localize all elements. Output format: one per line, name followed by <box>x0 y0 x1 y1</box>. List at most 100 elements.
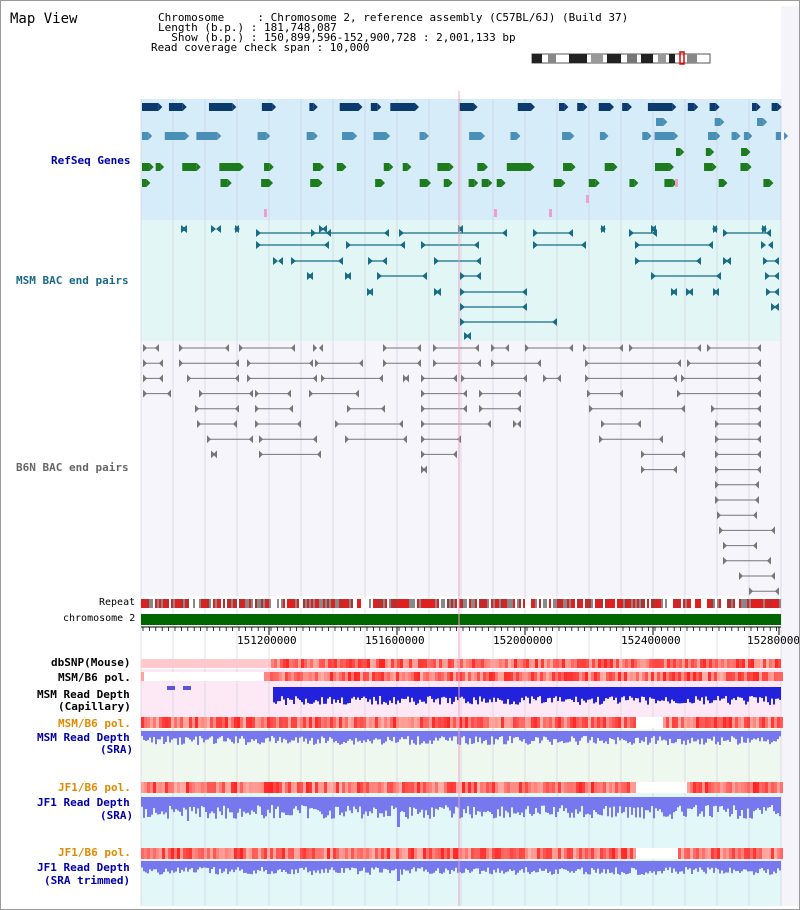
bac-end <box>771 572 775 580</box>
bac-end <box>585 359 589 368</box>
gene-feature <box>496 179 502 187</box>
chromosome-ideogram[interactable] <box>531 51 711 65</box>
gene-strand-arrow <box>269 179 274 187</box>
refseq-genes-track[interactable] <box>142 103 789 217</box>
bac-end <box>255 404 259 413</box>
bac-end <box>771 303 776 311</box>
bac-end <box>421 420 425 428</box>
gene-strand-arrow <box>680 148 685 156</box>
bac-end <box>681 450 685 459</box>
polymorphism-tracks[interactable] <box>141 659 783 859</box>
gene-strand-arrow <box>358 103 363 111</box>
repeat-track[interactable] <box>141 599 781 608</box>
read-depth-tracks[interactable] <box>141 686 781 881</box>
bac-end <box>335 420 339 428</box>
gene-feature <box>586 195 589 203</box>
bac-end <box>417 359 421 368</box>
msm-bac-track[interactable] <box>181 225 779 340</box>
bac-end <box>487 420 491 428</box>
gene-feature <box>743 132 749 140</box>
gene-strand-arrow <box>595 179 600 187</box>
bac-end <box>707 344 711 352</box>
bac-end <box>463 389 467 398</box>
bac-end <box>309 359 313 368</box>
bac-end <box>405 374 409 383</box>
bac-end <box>319 344 323 352</box>
grid-lines <box>140 99 782 906</box>
gene-strand-arrow <box>414 103 419 111</box>
bac-end <box>712 225 717 233</box>
bac-end <box>757 450 761 459</box>
bac-end <box>635 241 640 249</box>
window-title: Map View <box>10 11 78 27</box>
bac-end <box>379 374 383 383</box>
gene-feature <box>383 163 390 171</box>
bac-end <box>239 344 243 352</box>
bac-end <box>159 359 163 368</box>
bac-end <box>234 225 239 233</box>
gene-strand-arrow <box>488 179 493 187</box>
bac-end <box>761 225 766 233</box>
bac-end <box>247 359 251 368</box>
chromosome-bar[interactable] <box>141 614 781 625</box>
bac-end <box>505 344 509 352</box>
gene-strand-arrow <box>377 103 382 111</box>
bac-end <box>458 225 463 233</box>
bac-end <box>715 465 719 474</box>
gene-strand-arrow <box>501 179 506 187</box>
bac-end <box>479 389 483 398</box>
bac-end <box>714 288 719 296</box>
label-msm-sra: (SRA) <box>100 743 134 756</box>
bac-end <box>587 389 591 398</box>
label-jf1-depth-trimmed: JF1 Read Depth <box>37 861 130 874</box>
bac-end <box>641 450 645 459</box>
position-axis <box>141 626 781 635</box>
gene-feature <box>599 132 605 140</box>
bac-end <box>309 389 313 398</box>
gene-strand-arrow <box>564 103 569 111</box>
bac-end <box>436 288 441 296</box>
gene-feature <box>375 179 381 187</box>
bac-end <box>673 465 677 474</box>
gene-strand-arrow <box>473 103 478 111</box>
bac-end <box>757 359 761 368</box>
bac-end <box>688 288 693 296</box>
bac-end <box>421 389 425 398</box>
gene-strand-arrow <box>769 179 774 187</box>
bac-end <box>255 389 259 398</box>
bac-end <box>761 241 766 249</box>
gene-feature <box>751 103 757 111</box>
gene-strand-arrow <box>227 179 232 187</box>
bac-end <box>723 541 727 550</box>
label-capillary: (Capillary) <box>58 700 131 713</box>
gene-strand-arrow <box>716 132 721 140</box>
gene-feature <box>709 103 716 111</box>
bac-end <box>433 344 437 352</box>
bac-end <box>313 435 317 444</box>
gene-strand-arrow <box>196 163 201 171</box>
bac-end <box>321 374 325 383</box>
gene-strand-arrow <box>474 179 479 187</box>
gene-strand-arrow <box>389 163 394 171</box>
bac-end <box>287 389 291 398</box>
bac-end <box>383 344 387 352</box>
bac-end <box>652 229 657 237</box>
gene-strand-arrow <box>380 179 385 187</box>
bac-end <box>717 511 721 520</box>
b6n-bac-track[interactable] <box>143 344 779 596</box>
bac-end <box>753 541 757 550</box>
bac-end <box>768 241 773 249</box>
gene-feature <box>261 103 273 111</box>
bac-end <box>421 374 425 383</box>
bac-end <box>629 344 633 352</box>
gene-feature <box>714 118 721 126</box>
gene-strand-arrow <box>748 132 753 140</box>
bac-end <box>715 420 719 428</box>
bac-end <box>249 435 253 444</box>
tick-label: 15280000 <box>747 634 800 647</box>
label-sra-trimmed: (SRA trimmed) <box>44 874 131 887</box>
bac-end <box>368 288 373 296</box>
bac-end <box>637 420 641 428</box>
bac-end <box>421 450 425 459</box>
